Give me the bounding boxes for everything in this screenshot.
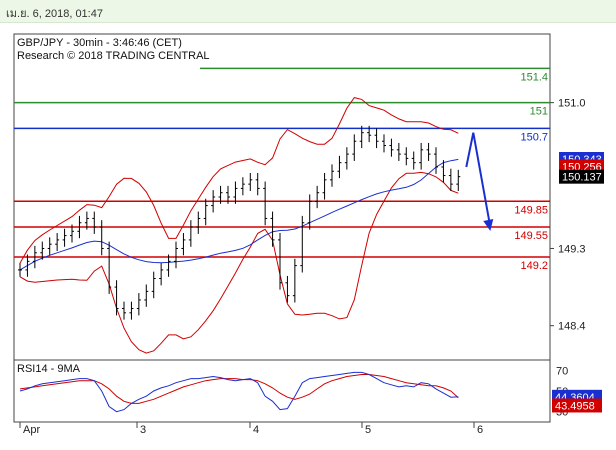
main-panel [13,33,551,361]
y-tick-label-1: 149.3 [558,243,586,255]
price-label-box-2 [559,169,604,184]
level-label-0: 151.4 [520,71,548,83]
forecast-arrowhead [483,219,494,232]
rsi-panel [13,359,551,423]
bollinger-upper [19,97,459,264]
x-tick-label-3: 5 [365,424,371,436]
rsi-line [19,371,459,413]
timestamp-bar: เม.ย. 6, 2018, 01:47 [0,0,616,23]
rsi-tick-label-0: 70 [556,365,568,377]
forecast-arrow [465,132,492,228]
x-tick-label-0: Apr [23,424,40,436]
rsi-value-box-1 [552,398,602,413]
level-label-2: 150.7 [520,131,548,143]
rsi-title: RSI14 - 9MA [17,363,81,375]
level-label-5: 149.2 [520,260,548,272]
price-label-2: 150.137 [562,172,602,184]
y-tick-label-2: 148.4 [558,321,586,333]
x-tick-label-2: 4 [253,424,259,436]
level-label-4: 149.55 [514,230,548,242]
y-tick-label-0: 151.0 [558,98,586,110]
chart-title: GBP/JPY - 30min - 3:46:46 (CET) [17,37,182,49]
x-tick-label-4: 6 [477,424,483,436]
moving-average [19,158,459,271]
timestamp: เม.ย. 6, 2018, 01:47 [6,8,103,20]
level-label-1: 151 [530,106,548,118]
level-label-3: 149.85 [514,204,548,216]
chart-subtitle: Research © 2018 TRADING CENTRAL [17,50,210,62]
rsi-value-label-1: 43.4958 [555,400,595,412]
bollinger-lower [19,171,459,354]
x-tick-label-1: 3 [140,424,146,436]
